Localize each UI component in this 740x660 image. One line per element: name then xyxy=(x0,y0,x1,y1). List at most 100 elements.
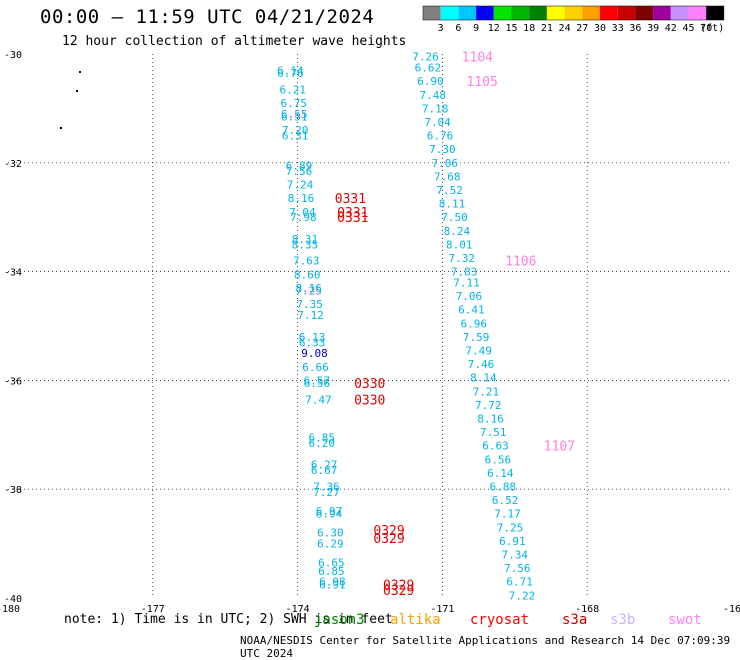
chart-subtitle: 12 hour collection of altimeter wave hei… xyxy=(62,34,407,49)
track-label: 0329 xyxy=(383,584,414,599)
data-point-label: 6.55 xyxy=(281,108,308,121)
data-point-mark xyxy=(79,71,81,73)
data-point-label: 6.52 xyxy=(492,494,519,507)
data-point-label: 7.59 xyxy=(463,331,490,344)
data-point-label: 7.47 xyxy=(305,393,332,406)
x-tick-label: -168 xyxy=(575,604,599,615)
data-point-mark xyxy=(76,90,78,92)
data-point-label: 6.21 xyxy=(280,83,307,96)
data-point-label: 6.85 xyxy=(318,565,345,578)
data-point-label: 7.11 xyxy=(453,276,480,289)
data-point-label: 7.06 xyxy=(432,157,459,170)
data-point-label: 7.68 xyxy=(434,170,461,183)
data-point-label: 9.08 xyxy=(301,347,328,360)
data-point-label: 7.25 xyxy=(295,285,322,298)
data-point-label: 7.50 xyxy=(441,211,468,224)
data-point-label: 7.06 xyxy=(456,290,483,303)
data-point-label: 7.24 xyxy=(287,179,314,192)
data-point-label: 6.57 xyxy=(304,374,331,387)
colorbar-swatch xyxy=(476,6,494,20)
data-point-label: 6.27 xyxy=(311,459,338,472)
data-point-label: 7.12 xyxy=(297,309,324,322)
footer-note: note: 1) Time is in UTC; 2) SWH is in fe… xyxy=(64,612,393,627)
data-point-label: 7.34 xyxy=(502,548,529,561)
data-point-label: 7.25 xyxy=(497,521,524,534)
data-point-label: 8.16 xyxy=(288,192,315,205)
data-point-label: 7.63 xyxy=(293,255,320,268)
data-point-label: 6.85 xyxy=(308,432,335,445)
x-tick-label: -174 xyxy=(286,604,310,615)
data-point-label: 7.04 xyxy=(289,206,316,219)
data-point-label: 6.65 xyxy=(318,557,345,570)
track-label: 1106 xyxy=(505,255,536,270)
x-tick-label: -180 xyxy=(0,604,20,615)
track-label: 0329 xyxy=(373,532,404,547)
colorbar-swatch xyxy=(529,6,547,20)
y-tick-label: -40 xyxy=(4,594,22,605)
colorbar-tick-label: 18 xyxy=(523,23,535,34)
colorbar-swatch xyxy=(440,6,459,20)
data-point-label: 6.75 xyxy=(280,97,307,110)
satellite-legend-item: s3a xyxy=(562,612,588,628)
data-point-label: 6.91 xyxy=(319,578,346,591)
data-point-label: 7.35 xyxy=(296,298,323,311)
satellite-legend-item: cryosat xyxy=(470,612,530,628)
track-label: 1105 xyxy=(467,75,498,90)
data-point-label: 7.21 xyxy=(473,385,500,398)
colorbar-swatch xyxy=(670,6,689,20)
footer-credit: NOAA/NESDIS Center for Satellite Applica… xyxy=(240,634,731,660)
data-point-label: 8.14 xyxy=(470,372,497,385)
data-point-label: 7.56 xyxy=(504,562,531,575)
satellite-legend-item: s3b xyxy=(610,612,636,628)
data-point-label: 6.96 xyxy=(461,317,488,330)
colorbar-swatch xyxy=(511,6,530,20)
track-labels: 1104110511061107033103310331033003300329… xyxy=(335,51,575,599)
chart-title: 00:00 – 11:59 UTC 04/21/2024 xyxy=(40,6,375,28)
colorbar-tick-label: 12 xyxy=(488,23,500,34)
data-point-label: 8.11 xyxy=(439,198,466,211)
data-point-label: 7.51 xyxy=(480,426,507,439)
colorbar-swatch xyxy=(706,6,724,20)
data-point-label: 6.88 xyxy=(489,480,516,493)
data-point-label: 6.14 xyxy=(277,64,304,77)
data-point-label: 8.35 xyxy=(292,238,319,251)
colorbar-swatch xyxy=(423,6,441,20)
data-point-label: 6.56 xyxy=(485,453,512,466)
data-point-label: 6.31 xyxy=(282,130,309,143)
data-point-label: 6.76 xyxy=(427,130,454,143)
data-points: 6.146.766.216.756.556.517.206.316.897.56… xyxy=(60,51,535,602)
colorbar-swatch xyxy=(546,6,565,20)
colorbar-swatch xyxy=(635,6,654,20)
colorbar-tick-label: 9 xyxy=(473,23,479,34)
data-point-label: 7.27 xyxy=(313,486,340,499)
data-point-label: 7.48 xyxy=(419,89,446,102)
data-point-label: 8.01 xyxy=(446,238,473,251)
data-point-label: 6.29 xyxy=(317,538,344,551)
data-point-label: 7.20 xyxy=(282,124,309,137)
data-point-label: 7.56 xyxy=(286,165,313,178)
data-point-label: 6.89 xyxy=(286,160,313,173)
data-point-mark xyxy=(60,127,62,129)
data-point-label: 7.04 xyxy=(424,116,451,129)
x-tick-label: -16 xyxy=(723,604,740,615)
colorbar-tick-label: 33 xyxy=(612,23,624,34)
data-point-label: 6.76 xyxy=(277,67,304,80)
track-label: 0331 xyxy=(337,211,368,226)
colorbar-tick-label: 27 xyxy=(576,23,588,34)
data-point-label: 6.71 xyxy=(506,576,533,589)
data-point-label: 6.98 xyxy=(319,576,346,589)
data-point-label: 6.66 xyxy=(302,361,329,374)
colorbar-tick-label: 15 xyxy=(505,23,517,34)
chart-grid xyxy=(8,54,732,598)
colorbar-swatch xyxy=(617,6,636,20)
chart-axes: -40 -38 -36 -34 -32 -30 -180 -177 -174 -171 -168 -1… xyxy=(0,50,740,615)
data-point-label: 6.62 xyxy=(415,62,442,75)
data-point-label: 7.32 xyxy=(448,252,475,265)
x-tick-label: -177 xyxy=(141,604,165,615)
data-point-label: 6.30 xyxy=(317,527,344,540)
data-point-label: 8.16 xyxy=(295,282,322,295)
colorbar-tick-label: 39 xyxy=(647,23,659,34)
y-tick-label: -30 xyxy=(4,50,22,61)
data-point-label: 8.16 xyxy=(477,412,504,425)
